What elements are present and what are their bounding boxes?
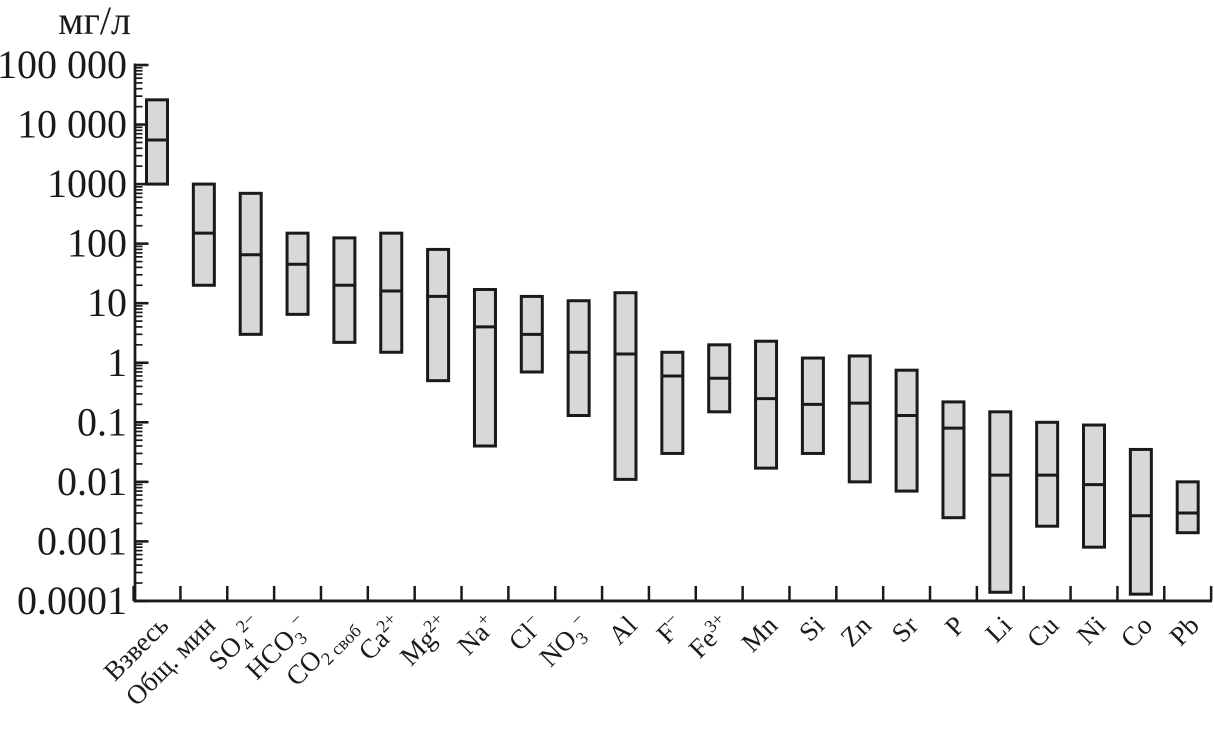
bar-range-rect	[1128, 447, 1153, 596]
y-tick-label: 10 000	[17, 102, 127, 147]
x-category-label: Na+	[450, 609, 502, 661]
range-bar	[1175, 480, 1200, 535]
x-axis	[132, 585, 1213, 603]
bar-range-rect	[426, 247, 451, 383]
range-bar	[191, 182, 216, 287]
x-category-label: Cu	[1021, 610, 1065, 654]
bar-range-rect	[566, 299, 591, 418]
y-tick-label: 1	[107, 340, 127, 385]
x-category-label: Mn	[736, 610, 784, 658]
x-category-label: NO3−	[532, 609, 599, 676]
bar-range-rect	[238, 191, 263, 336]
x-category-label: Mg2+	[393, 609, 456, 672]
range-bar	[285, 231, 310, 316]
bar-range-rect	[145, 98, 169, 186]
range-bar	[707, 343, 732, 414]
y-tick-label: 0.01	[57, 459, 127, 504]
y-tick-label: 0.001	[37, 518, 127, 563]
x-category-label: Al	[602, 610, 642, 650]
range-bar	[1035, 420, 1060, 528]
range-bar	[660, 350, 685, 455]
y-axis-labels: 100 000 10 000 1000 100 10 1 0.1 0.01 0.001 0.000…	[0, 42, 127, 623]
bar-range-rect	[332, 236, 357, 344]
y-tick-label: 0.0001	[17, 578, 127, 623]
range-bar	[145, 98, 169, 186]
y-tick-label: 1000	[47, 161, 127, 206]
range-bar	[238, 191, 263, 336]
range-bar	[566, 299, 591, 418]
bar-range-rect	[191, 182, 216, 287]
range-bar	[800, 356, 825, 455]
range-bar	[847, 354, 872, 484]
bar-range-rect	[472, 287, 497, 448]
y-tick-label: 100	[67, 221, 127, 266]
bar-range-rect	[894, 368, 919, 493]
range-bar	[754, 339, 779, 470]
bar-range-rect	[660, 350, 685, 455]
y-axis-unit-label: мг/л	[58, 0, 131, 43]
range-bar	[1128, 447, 1153, 596]
bar-range-rect	[379, 231, 404, 354]
range-bar	[988, 410, 1013, 594]
bar-range-rect	[988, 410, 1013, 594]
x-category-label: Pb	[1164, 610, 1205, 651]
bar-range-rect	[941, 400, 966, 520]
x-category-label: P	[939, 610, 971, 642]
y-tick-label: 10	[87, 280, 127, 325]
range-bar	[332, 236, 357, 344]
range-bar	[941, 400, 966, 520]
y-axis	[133, 63, 149, 603]
range-bar	[519, 294, 544, 374]
x-category-label: Sr	[886, 610, 924, 648]
range-bar	[426, 247, 451, 383]
range-bar	[379, 231, 404, 354]
range-bar	[613, 291, 638, 481]
range-bar	[1082, 423, 1106, 549]
bars-group	[145, 98, 1200, 596]
x-category-label: Li	[979, 610, 1017, 648]
range-bar	[472, 287, 497, 448]
bar-range-rect	[285, 231, 310, 316]
x-category-label: Ca2+	[351, 609, 408, 666]
x-category-label: Co	[1115, 610, 1158, 653]
x-category-label: Fe3+	[681, 609, 736, 664]
bar-range-rect	[1082, 423, 1106, 549]
x-category-label: Zn	[835, 610, 878, 653]
y-tick-label: 0.1	[77, 399, 127, 444]
bar-range-rect	[847, 354, 872, 484]
bar-range-rect	[1175, 480, 1200, 535]
y-tick-label: 100 000	[0, 42, 127, 87]
x-category-label: Si	[793, 610, 830, 647]
bar-range-rect	[613, 291, 638, 481]
bar-range-rect	[754, 339, 779, 470]
range-bar	[894, 368, 919, 493]
x-category-label: Ni	[1071, 610, 1111, 650]
